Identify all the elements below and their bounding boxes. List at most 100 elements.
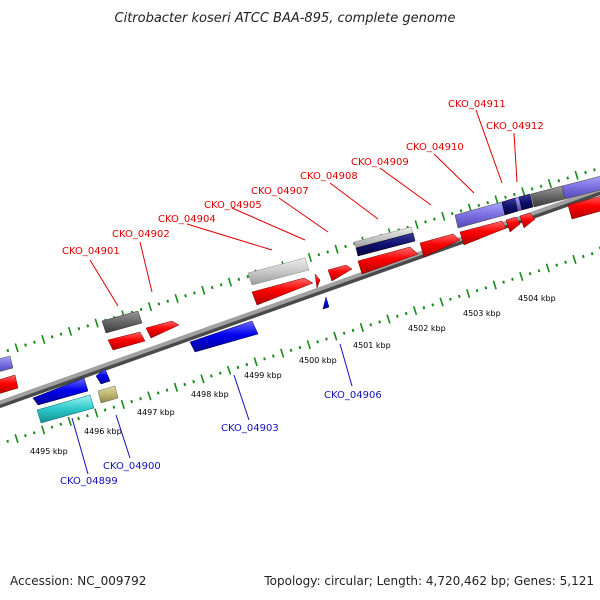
kbp-tick-label: 4502 kbp [408, 324, 446, 333]
gene-arrow-blue[interactable] [32, 377, 89, 406]
track-major-tick [253, 357, 258, 367]
gene-label[interactable]: CKO_04901 [62, 246, 120, 257]
track-dot [184, 294, 187, 298]
track-dot [404, 311, 408, 316]
track-dot [351, 328, 355, 333]
track-dot [6, 348, 10, 353]
forward-label-leaders [89, 109, 518, 307]
gene-label[interactable]: CKO_04911 [448, 99, 506, 110]
gene-label[interactable]: CKO_04907 [251, 186, 309, 197]
track-major-tick [306, 340, 311, 350]
gene-feature-navy[interactable] [355, 232, 416, 257]
gene-arrow-red[interactable] [505, 216, 521, 233]
track-dot [33, 340, 36, 344]
track-major-tick [94, 318, 99, 328]
track-dot [539, 184, 543, 188]
track-major-tick [519, 271, 524, 282]
track-major-tick [67, 416, 72, 426]
track-dot [431, 303, 435, 307]
track-dot [219, 283, 223, 287]
kbp-tick-label: 4498 kbp [191, 390, 229, 399]
track-dot [325, 337, 328, 341]
track-major-tick [307, 252, 313, 262]
track-dot [139, 307, 143, 312]
gene-arrow-red[interactable] [107, 331, 146, 351]
track-dot [246, 274, 250, 279]
gene-feature-purple[interactable] [561, 175, 600, 200]
track-major-tick [547, 178, 553, 189]
gene-arrow-blue[interactable] [322, 296, 330, 310]
track-dot [166, 299, 170, 303]
gene-label[interactable]: CKO_04904 [158, 214, 216, 225]
reverse-label-leaders [71, 343, 353, 475]
gene-feature-navy[interactable] [518, 193, 534, 211]
track-major-tick [466, 288, 471, 299]
track-dot [77, 416, 80, 421]
gene-arrow-blue[interactable] [189, 320, 259, 353]
track-major-tick [14, 433, 19, 444]
gene-arrow-blue[interactable] [95, 368, 111, 385]
gene-label[interactable]: CKO_04899 [60, 476, 118, 487]
inner-dotted-track [0, 246, 600, 446]
gene-feature-gray[interactable] [101, 310, 143, 334]
gene-label[interactable]: CKO_04908 [300, 171, 358, 182]
track-dot [289, 348, 293, 353]
gene-arrow-red[interactable] [567, 195, 600, 220]
track-dot [395, 314, 399, 318]
gene-label[interactable]: CKO_04902 [112, 229, 170, 240]
track-dot [316, 340, 320, 344]
track-dot [557, 179, 561, 183]
track-dot [32, 431, 36, 435]
track-major-tick [120, 399, 125, 409]
kbp-tick-label: 4503 kbp [463, 309, 501, 318]
gene-feature-khaki[interactable] [97, 385, 119, 404]
track-major-tick [280, 348, 285, 358]
gene-label[interactable]: CKO_04909 [351, 157, 409, 168]
gene-feature-purple[interactable] [0, 355, 14, 372]
gene-label[interactable]: CKO_04906 [324, 390, 382, 401]
gene-arrow-red[interactable] [314, 273, 321, 289]
gene-arrow-red[interactable] [357, 246, 419, 275]
track-dot [317, 253, 321, 257]
track-dot [139, 396, 142, 401]
track-dot [236, 365, 240, 370]
gene-arrow-red[interactable] [519, 212, 536, 229]
gene-feature-lightgray[interactable] [247, 257, 310, 286]
track-major-tick [359, 323, 365, 333]
track-dot [590, 252, 594, 256]
gene-arrow-red[interactable] [459, 220, 507, 246]
accession-label: Accession: NC_009792 [10, 574, 146, 588]
gene-arrow-red[interactable] [251, 277, 314, 306]
track-dot [210, 285, 214, 290]
gene-label[interactable]: CKO_04905 [204, 200, 262, 211]
gene-arrow-red[interactable] [145, 320, 180, 339]
track-dot [86, 414, 89, 418]
gene-label[interactable]: CKO_04910 [406, 142, 464, 153]
track-major-tick [173, 382, 179, 392]
gene-arrow-red[interactable] [327, 264, 353, 282]
track-major-tick [14, 343, 19, 353]
track-major-tick [439, 297, 444, 307]
track-dot [511, 277, 514, 281]
gene-label[interactable]: CKO_04900 [103, 461, 161, 472]
track-dot [218, 371, 222, 375]
track-major-tick [41, 425, 46, 435]
track-major-tick [574, 170, 579, 180]
track-major-tick [147, 302, 153, 312]
track-dot [502, 280, 505, 284]
gene-label[interactable]: CKO_04903 [221, 423, 279, 434]
gene-arrow-red[interactable] [0, 374, 19, 394]
track-major-tick [572, 254, 577, 264]
track-dot [326, 250, 330, 254]
track-dot [450, 212, 454, 216]
track-dot [593, 168, 596, 172]
track-dot [504, 195, 507, 199]
track-major-tick [521, 187, 526, 197]
track-dot [237, 277, 241, 282]
gene-arrow-red[interactable] [419, 233, 461, 258]
gene-label[interactable]: CKO_04912 [486, 121, 544, 132]
kbp-tick-label: 4501 kbp [353, 341, 391, 350]
track-dot [263, 357, 266, 361]
gene-feature-cyan[interactable] [36, 394, 95, 424]
